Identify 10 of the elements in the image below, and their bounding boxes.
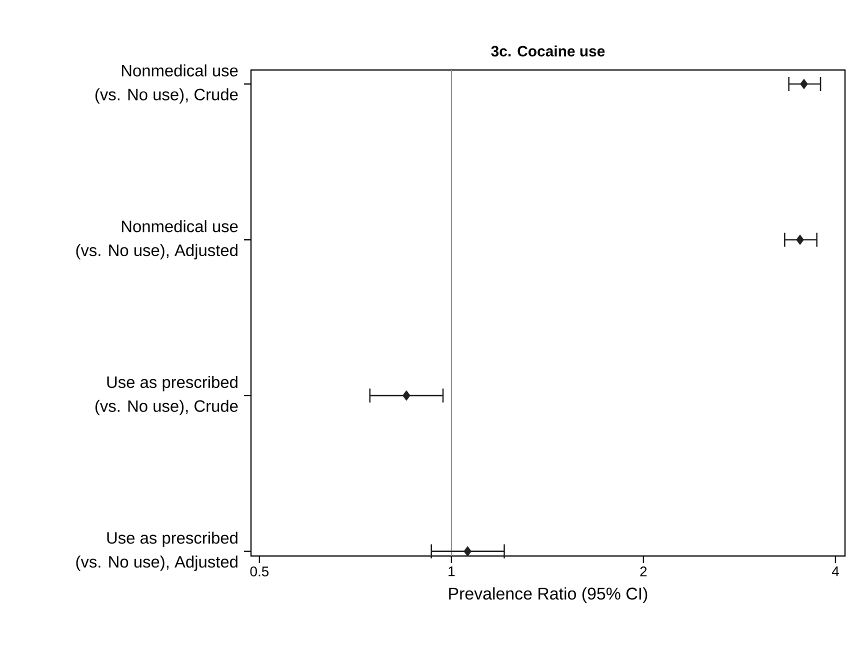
y-tick-label: Nonmedical use (vs. No use), Adjusted — [76, 220, 238, 260]
x-tick-label: 4 — [832, 566, 839, 576]
x-tick-label: 1 — [448, 566, 455, 576]
chart-title: 3c. Cocaine use — [491, 45, 605, 56]
x-tick-label: 0.5 — [250, 566, 269, 576]
y-tick-label: Use as prescribed (vs. No use), Adjusted — [76, 532, 238, 571]
x-tick-label: 2 — [640, 566, 647, 576]
y-tick-label: Nonmedical use (vs. No use), Crude — [95, 64, 238, 104]
y-tick-label: Use as prescribed (vs. No use), Crude — [95, 376, 238, 416]
x-axis-title: Prevalence Ratio (95% CI) — [449, 587, 648, 603]
